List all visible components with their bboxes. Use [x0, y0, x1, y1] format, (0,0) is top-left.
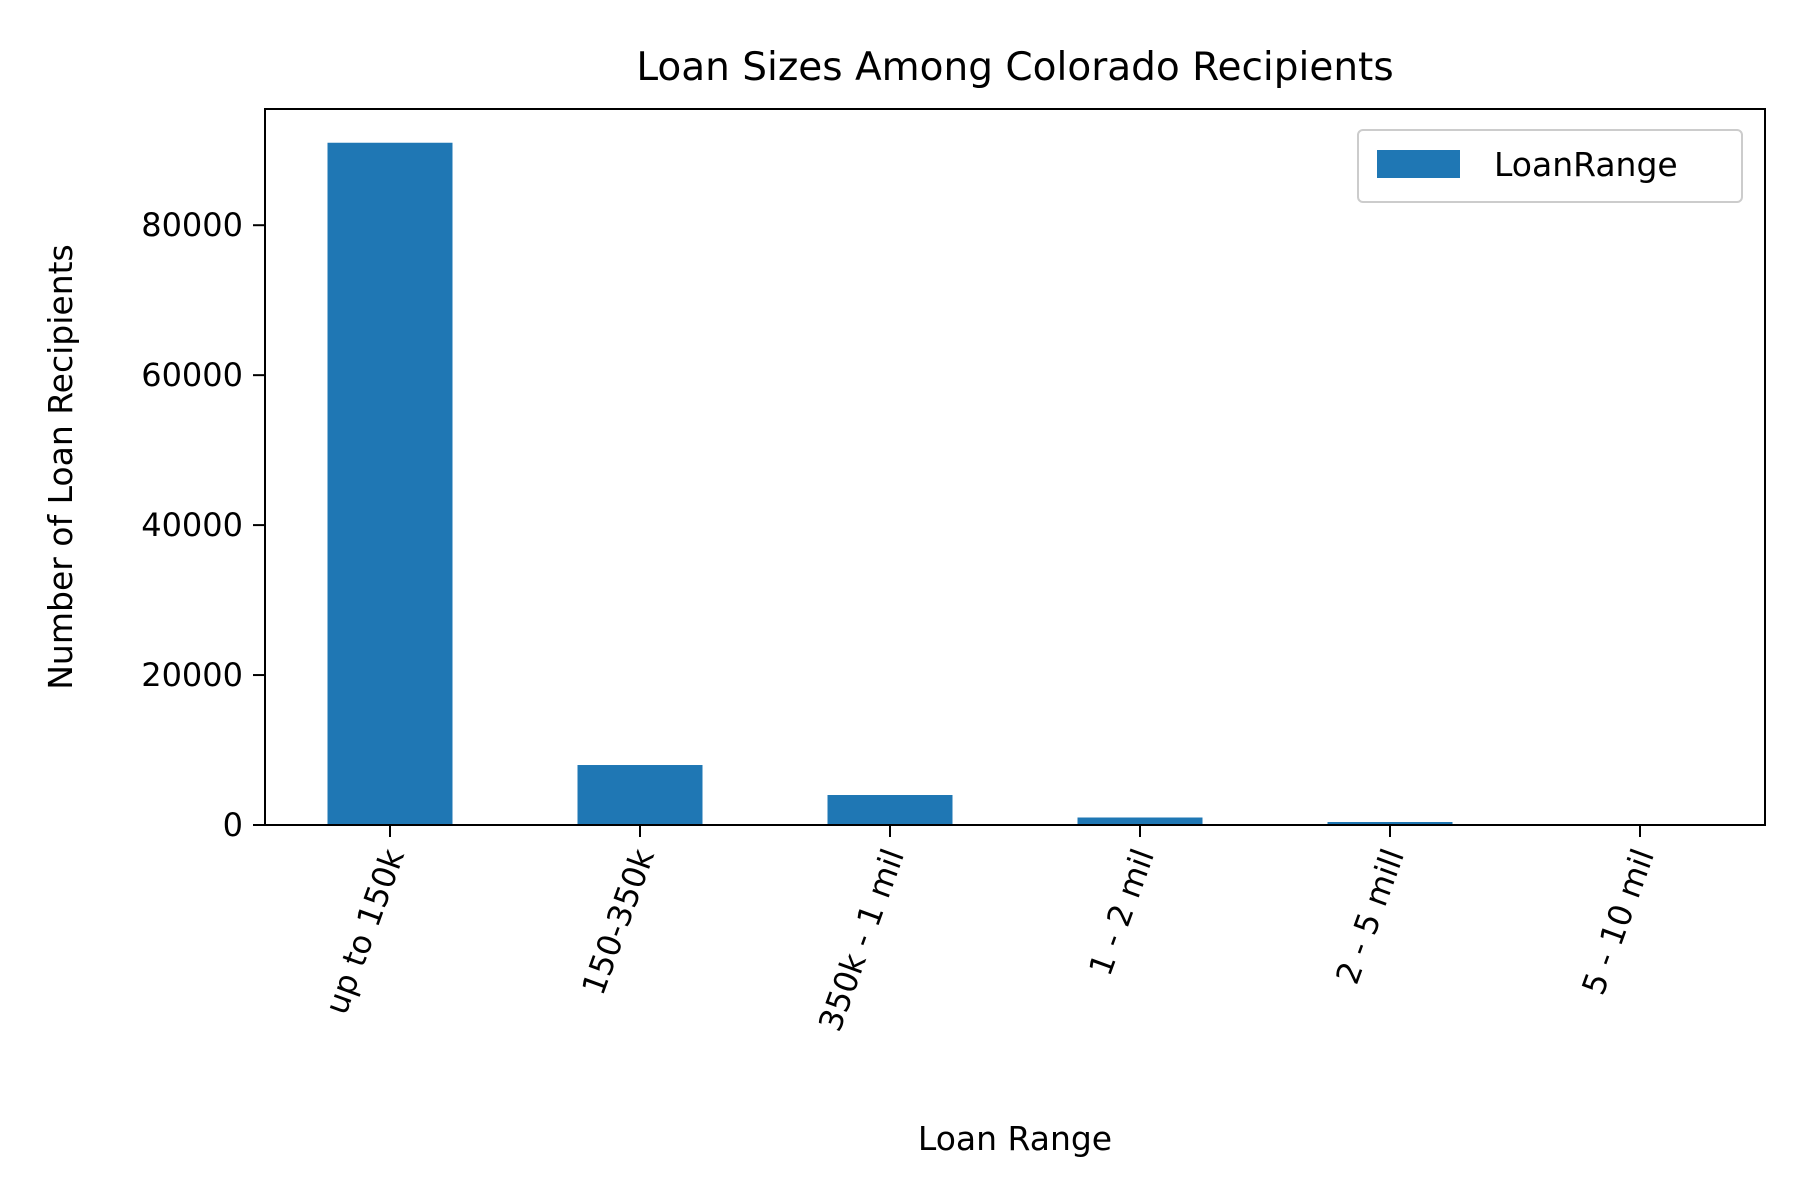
legend-swatch — [1377, 150, 1460, 178]
chart-title: Loan Sizes Among Colorado Recipients — [636, 45, 1393, 90]
bar-4 — [1327, 822, 1453, 825]
bar-3 — [1077, 817, 1203, 825]
y-tick-label-1: 20000 — [141, 656, 243, 694]
y-tick-label-4: 80000 — [141, 206, 243, 244]
bar-0 — [327, 142, 453, 826]
y-tick-label-0: 0 — [223, 806, 243, 844]
x-axis-label: Loan Range — [918, 1119, 1112, 1158]
y-tick-label-2: 40000 — [141, 506, 243, 544]
y-axis-ticks: 0 20000 40000 60000 80000 — [141, 206, 265, 844]
plot-frame — [264, 108, 1766, 826]
legend: LoanRange — [1357, 129, 1743, 203]
legend-entry-label: LoanRange — [1494, 145, 1678, 184]
y-axis-label: Number of Loan Recipients — [41, 244, 80, 690]
y-tick-label-3: 60000 — [141, 356, 243, 394]
legend-frame — [1357, 129, 1743, 203]
bar-1 — [577, 765, 703, 825]
bars-layer — [327, 142, 1703, 826]
bar-2 — [827, 795, 953, 825]
